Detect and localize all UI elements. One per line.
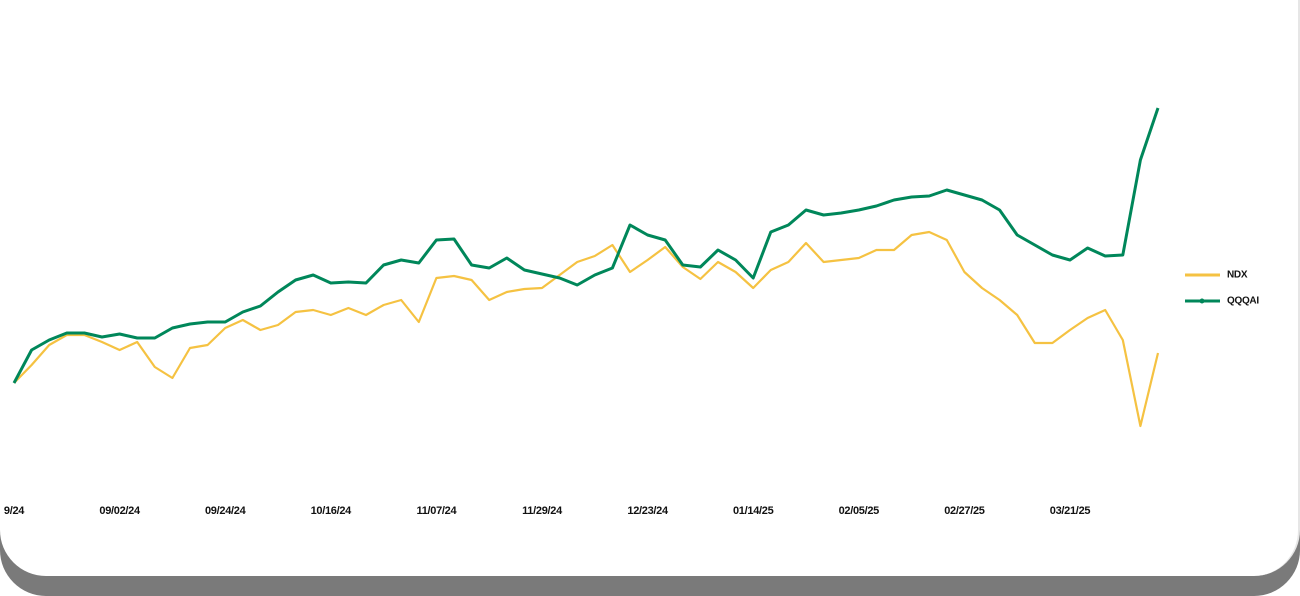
x-tick-label: 02/27/25	[944, 505, 985, 517]
legend-label: QQQAI	[1227, 296, 1259, 307]
legend-marker	[1199, 298, 1205, 304]
x-tick-label: 09/02/24	[99, 505, 141, 517]
x-tick-label: 01/14/25	[733, 505, 774, 517]
x-tick-label: 10/16/24	[311, 505, 353, 517]
x-tick-label: 03/21/25	[1050, 505, 1091, 517]
x-tick-label: 9/24	[4, 505, 25, 517]
legend-label: NDX	[1227, 270, 1248, 281]
x-tick-label: 09/24/24	[205, 505, 247, 517]
x-tick-label: 11/29/24	[522, 505, 563, 517]
x-tick-label: 11/07/24	[416, 505, 457, 517]
card	[0, 0, 1300, 576]
series-line	[12, 107, 1160, 384]
series-line	[13, 230, 1160, 428]
x-tick-label: 12/23/24	[627, 505, 669, 517]
x-tick-label: 02/05/25	[839, 505, 880, 517]
